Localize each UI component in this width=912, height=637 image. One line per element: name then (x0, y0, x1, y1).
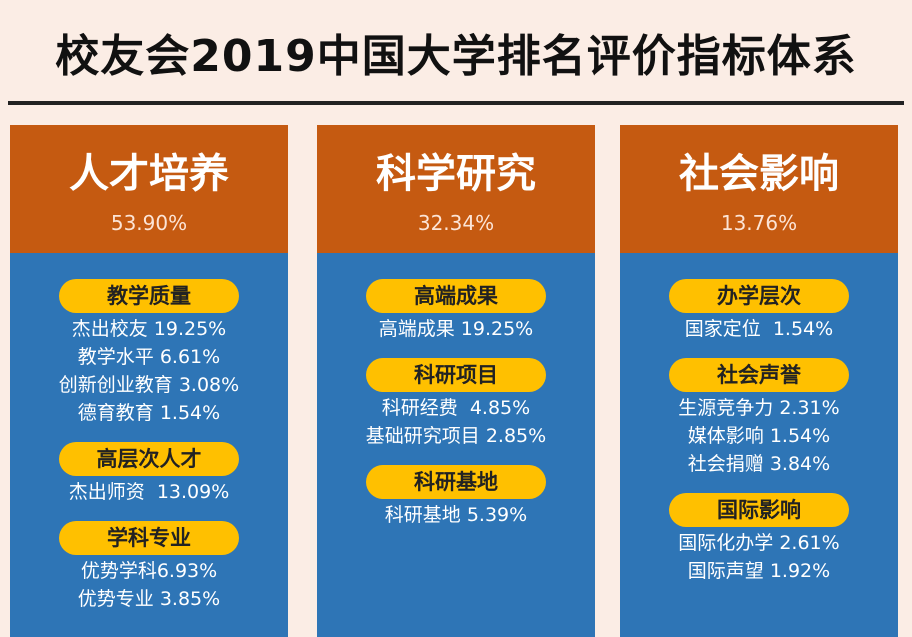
group-label: 科研基地 (366, 465, 546, 499)
column-weight: 32.34% (417, 211, 495, 235)
column: 科学研究 32.34% 高端成果高端成果 19.25% 科研项目科研经费 4.85% 基… (317, 125, 595, 637)
indicator: 基础研究项目 2.85% (365, 425, 547, 447)
indicator: 优势学科6.93% (80, 560, 218, 582)
indicator: 科研基地 5.39% (384, 504, 528, 526)
column-heading: 科学研究 (376, 151, 536, 197)
indicator: 优势专业 3.85% (77, 588, 221, 610)
indicator: 生源竞争力 2.31% (678, 397, 840, 419)
indicator: 媒体影响 1.54% (687, 425, 831, 447)
indicator: 德育教育 1.54% (77, 402, 221, 424)
group-label: 办学层次 (669, 279, 849, 313)
title: 校友会2019中国大学排名评价指标体系 (55, 31, 857, 82)
group-label: 教学质量 (59, 279, 239, 313)
column-body: 高端成果高端成果 19.25% 科研项目科研经费 4.85% 基础研究项目 2.85… (317, 253, 595, 637)
column-header: 社会影响 13.76% (620, 125, 898, 253)
indicator: 创新创业教育 3.08% (58, 374, 240, 396)
indicator: 杰出校友 19.25% (71, 318, 227, 340)
group-label: 学科专业 (59, 521, 239, 555)
indicator: 科研经费 4.85% (381, 397, 531, 419)
indicator: 国际声望 1.92% (687, 560, 831, 582)
column-header: 人才培养 53.90% (10, 125, 288, 253)
indicator: 国际化办学 2.61% (678, 532, 840, 554)
indicator: 国家定位 1.54% (684, 318, 834, 340)
indicator: 高端成果 19.25% (378, 318, 534, 340)
column-header: 科学研究 32.34% (317, 125, 595, 253)
column-body: 教学质量杰出校友 19.25% 教学水平 6.61% 创新创业教育 3.08% 德育教… (10, 253, 288, 637)
column: 人才培养 53.90% 教学质量杰出校友 19.25% 教学水平 6.61% 创新创业教… (10, 125, 288, 637)
group-label: 社会声誉 (669, 358, 849, 392)
indicator: 杰出师资 13.09% (68, 481, 230, 503)
indicator: 社会捐赠 3.84% (687, 453, 831, 475)
divider (8, 101, 904, 105)
indicator: 教学水平 6.61% (77, 346, 221, 368)
column: 社会影响 13.76% 办学层次国家定位 1.54% 社会声誉生源竞争力 2.31% 媒… (620, 125, 898, 637)
group-label: 国际影响 (669, 493, 849, 527)
column-weight: 13.76% (720, 211, 798, 235)
column-weight: 53.90% (110, 211, 188, 235)
column-body: 办学层次国家定位 1.54% 社会声誉生源竞争力 2.31% 媒体影响 1.54% 社… (620, 253, 898, 637)
column-heading: 社会影响 (679, 151, 839, 197)
group-label: 高层次人才 (59, 442, 239, 476)
column-heading: 人才培养 (69, 151, 229, 197)
group-label: 高端成果 (366, 279, 546, 313)
group-label: 科研项目 (366, 358, 546, 392)
